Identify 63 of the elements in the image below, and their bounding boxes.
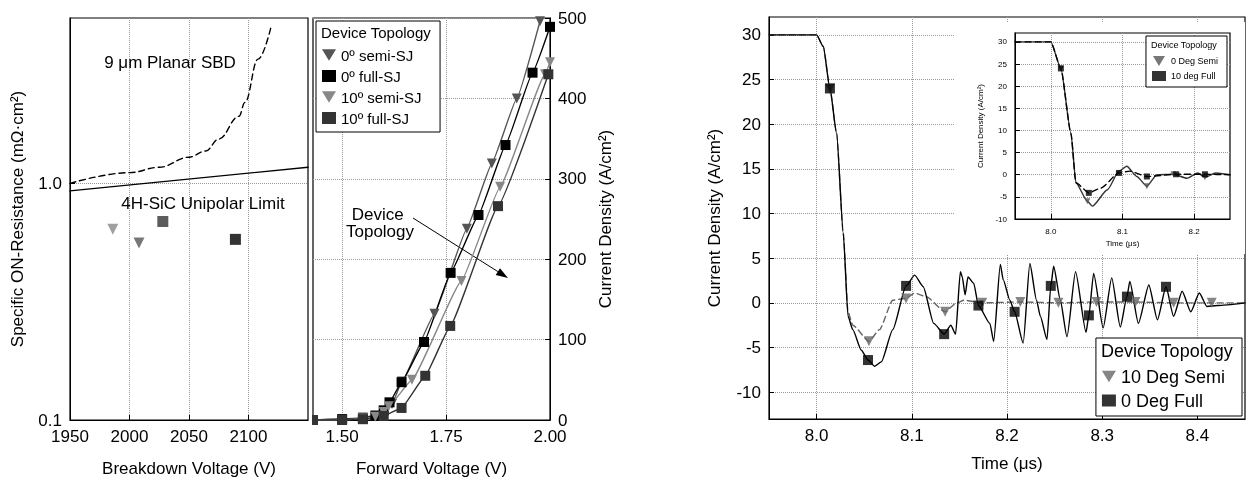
legend-title: Device Topology: [1100, 341, 1233, 361]
x-tick-label: 8.1: [899, 426, 924, 445]
y-tick-label: 15: [998, 103, 1008, 113]
y-tick-label: 1.0: [38, 173, 62, 193]
y2-tick-label: 500: [558, 8, 587, 28]
legend-label: 0º full-SJ: [341, 67, 401, 85]
y-tick-label: 0: [1002, 170, 1008, 180]
legend-label: 10º semi-SJ: [341, 88, 422, 106]
y-axis-title: Current Density (A/cm²): [705, 128, 724, 308]
annotation: 4H-SiC Unipolar Limit: [121, 193, 285, 213]
x-axis-title: Forward Voltage (V): [355, 459, 508, 478]
y-tick-label: 20: [742, 114, 761, 134]
x-tick-label: 2.00: [533, 427, 567, 446]
legend-label: 10º full-SJ: [341, 109, 410, 127]
x-tick-label: 8.0: [1045, 226, 1057, 236]
y2-tick-label: 300: [558, 169, 587, 189]
x-tick-label: 1.75: [429, 427, 463, 446]
x-tick-label: 8.2: [1188, 226, 1201, 236]
y-tick-label: -10: [736, 382, 761, 402]
x-tick-label: 8.3: [1090, 426, 1115, 445]
x-axis-title: Time (μs): [971, 454, 1043, 473]
y-tick-label: 0.1: [38, 410, 62, 430]
x-tick-label: 8.2: [995, 426, 1019, 445]
annotation: 9 μm Planar SBD: [104, 52, 236, 72]
x-tick-label: 1950: [51, 427, 89, 446]
legend-label: 10 Deg Semi: [1120, 366, 1225, 387]
x-tick-label: 1.50: [325, 427, 359, 446]
y-tick-label: -5: [745, 338, 761, 358]
legend-label: 0º semi-SJ: [341, 46, 414, 64]
y-tick-label: 5: [1002, 148, 1008, 158]
y-tick-label: 5: [751, 248, 761, 268]
legend-label: 0 Deg Full: [1120, 390, 1203, 411]
y-tick-label: 20: [998, 81, 1008, 91]
y-axis-title: Current Density (A/cm²): [976, 83, 986, 169]
y-tick-label: 10: [998, 125, 1008, 135]
y-tick-label: 0: [751, 293, 761, 313]
y-tick-label: 25: [742, 70, 761, 90]
y-tick-label: -10: [995, 214, 1008, 224]
y2-tick-label: 200: [558, 249, 587, 269]
y-tick-label: -5: [999, 192, 1008, 202]
y2-tick-label: 400: [558, 88, 587, 108]
y2-axis-title: Current Density (A/cm²): [596, 129, 616, 309]
y-tick-label: 30: [742, 25, 761, 45]
y-tick-label: 30: [998, 37, 1008, 47]
x-axis-title: Breakdown Voltage (V): [102, 459, 276, 478]
x-axis-title: Time (μs): [1105, 239, 1140, 249]
x-tick-label: 8.0: [804, 426, 829, 445]
y-axis-title: Specific ON-Resistance (mΩ·cm²): [8, 90, 27, 348]
x-tick-label: 8.4: [1185, 426, 1210, 445]
legend-title: Device Topology: [321, 24, 432, 41]
annotation: Device Topology: [345, 205, 415, 241]
legend-title: Device Topology: [1150, 39, 1218, 50]
x-tick-label: 2100: [229, 427, 268, 446]
y2-tick-label: 100: [558, 330, 587, 350]
y-tick-label: 10: [742, 204, 761, 224]
legend-label: 10 deg Full: [1170, 71, 1216, 81]
y-tick-label: 15: [742, 159, 761, 179]
x-tick-label: 2000: [110, 427, 149, 446]
x-tick-label: 8.1: [1116, 226, 1129, 236]
y-tick-label: 25: [998, 59, 1008, 69]
legend-label: 0 Deg Semi: [1170, 56, 1219, 66]
y2-tick-label: 0: [558, 410, 568, 430]
x-tick-label: 2050: [170, 427, 208, 446]
